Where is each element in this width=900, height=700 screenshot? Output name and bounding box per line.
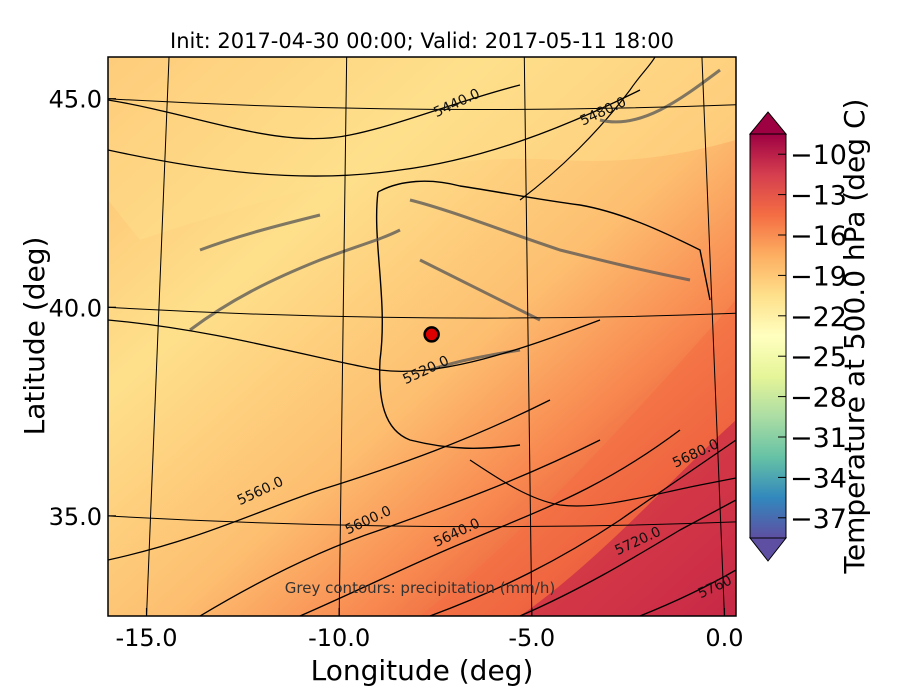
x-axis-label: Longitude (deg) [311, 654, 534, 687]
plot-frame [107, 56, 737, 617]
height-contour-5760 [639, 569, 736, 616]
coastline-iberia [375, 180, 711, 449]
colorbar-tick-label: −19 [790, 261, 847, 292]
colorbar-extend-bottom [748, 537, 788, 562]
colorbar-tick-label: −22 [790, 302, 847, 333]
cool-tongue [108, 57, 736, 240]
height-contour-5480 [108, 89, 641, 177]
location-marker [423, 326, 440, 343]
height-contour-5720 [519, 499, 736, 616]
x-tick-label: -10.0 [308, 624, 370, 652]
colorbar-tick-label: −28 [790, 383, 847, 414]
colorbar-tick-label: −31 [790, 423, 847, 454]
colorbar-tick-label: −37 [790, 504, 847, 535]
x-tick-label: -5.0 [508, 624, 555, 652]
meridian-line [523, 57, 533, 616]
x-axis-ticks: -15.0 -10.0 -5.0 0.0 [115, 608, 744, 652]
chart-title: Init: 2017-04-30 00:00; Valid: 2017-05-1… [170, 29, 674, 53]
colorbar-tick-label: −34 [790, 463, 847, 494]
colorbar-tick-label: −13 [790, 181, 847, 212]
hot-band-corner [520, 420, 736, 616]
colorbar-ticks: −10 −13 −16 −19 −22 −25 −28 −31 −34 −37 [778, 140, 847, 535]
height-contour-5560 [108, 399, 551, 561]
y-tick-label: 40.0 [49, 294, 102, 322]
y-tick-label: 45.0 [49, 86, 102, 114]
coastline-africa [469, 459, 736, 507]
height-contour-5440 [108, 84, 521, 140]
colorbar-tick-label: −10 [790, 140, 847, 171]
height-contour-5680 [429, 439, 736, 616]
colorbar-extend-top [748, 111, 788, 135]
colorbar-body [749, 133, 787, 539]
height-contours [108, 84, 736, 616]
x-tick-label: -15.0 [115, 624, 177, 652]
precipitation-contours [189, 68, 721, 372]
y-axis-ticks: 35.0 40.0 45.0 [49, 86, 116, 531]
x-tick-label: 0.0 [705, 624, 743, 652]
coastline-france [519, 57, 656, 201]
height-contour-5640 [299, 429, 681, 616]
colorbar: −10 −13 −16 −19 −22 −25 −28 −31 −34 −37 Temperatu… [748, 99, 871, 575]
colorbar-label: Temperature at 500.0 hPa (deg C) [838, 99, 871, 575]
y-axis-label: Latitude (deg) [18, 237, 51, 436]
y-tick-label: 35.0 [49, 503, 102, 531]
colorbar-tick-label: −16 [790, 221, 847, 252]
parallel-lines [108, 98, 736, 528]
precipitation-note: Grey contours: precipitation (mm/h) [285, 579, 555, 597]
location-marker-dot [423, 326, 440, 343]
meridian-line [146, 57, 170, 616]
meridian-line [338, 57, 348, 616]
colorbar-tick-label: −25 [790, 342, 847, 373]
parallel-line [108, 515, 736, 528]
parallel-line [108, 306, 736, 319]
height-contour-5520 [108, 319, 601, 373]
height-contour-5600 [199, 439, 601, 616]
parallel-line [108, 98, 736, 111]
